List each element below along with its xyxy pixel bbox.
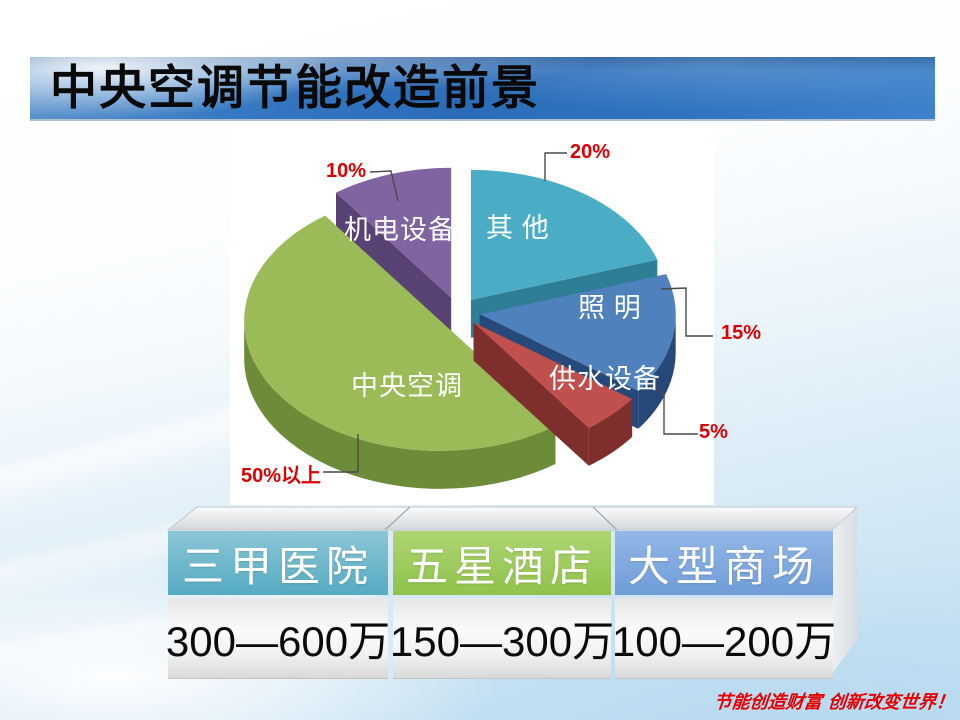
pie-label-gongshui: 供水设备	[549, 364, 661, 394]
table-column-hospital: 三甲医院 300—600万	[166, 531, 390, 679]
pie-pct-zhaoming: 15%	[721, 322, 762, 344]
pie-label-zhongyang: 中央空调	[351, 371, 463, 401]
title-banner: 中央空调节能改造前景	[30, 57, 935, 121]
table-column-hotel: 五星酒店 150—300万	[390, 531, 614, 679]
table-box-top-3	[591, 506, 859, 531]
table-header-2: 大型商场	[615, 531, 833, 595]
pie-label-jidian: 机电设备	[344, 215, 456, 245]
pie-label-zhaoming: 照 明	[578, 293, 642, 323]
table-box-top-2	[383, 506, 619, 531]
table-header-0: 三甲医院	[168, 531, 388, 595]
table-column-mall: 大型商场 100—200万	[612, 531, 836, 679]
table-box-top-1	[166, 506, 412, 531]
pie-pct-jidian: 10%	[326, 160, 367, 182]
table-value-1: 150—300万	[390, 598, 614, 679]
pie-pct-qita: 20%	[570, 141, 611, 163]
pie-pct-zhongyang: 50%以上	[241, 465, 322, 487]
slogan-text: 节能创造财富 创新改变世界！	[712, 692, 955, 713]
table-header-1: 五星酒店	[393, 531, 611, 595]
pie-pct-gongshui: 5%	[699, 421, 728, 443]
table-value-0: 300—600万	[166, 598, 390, 679]
table-value-2: 100—200万	[612, 598, 836, 679]
pie-label-qita: 其 他	[486, 213, 550, 243]
slide-title: 中央空调节能改造前景	[50, 63, 540, 115]
table-box-side-right	[833, 508, 857, 672]
